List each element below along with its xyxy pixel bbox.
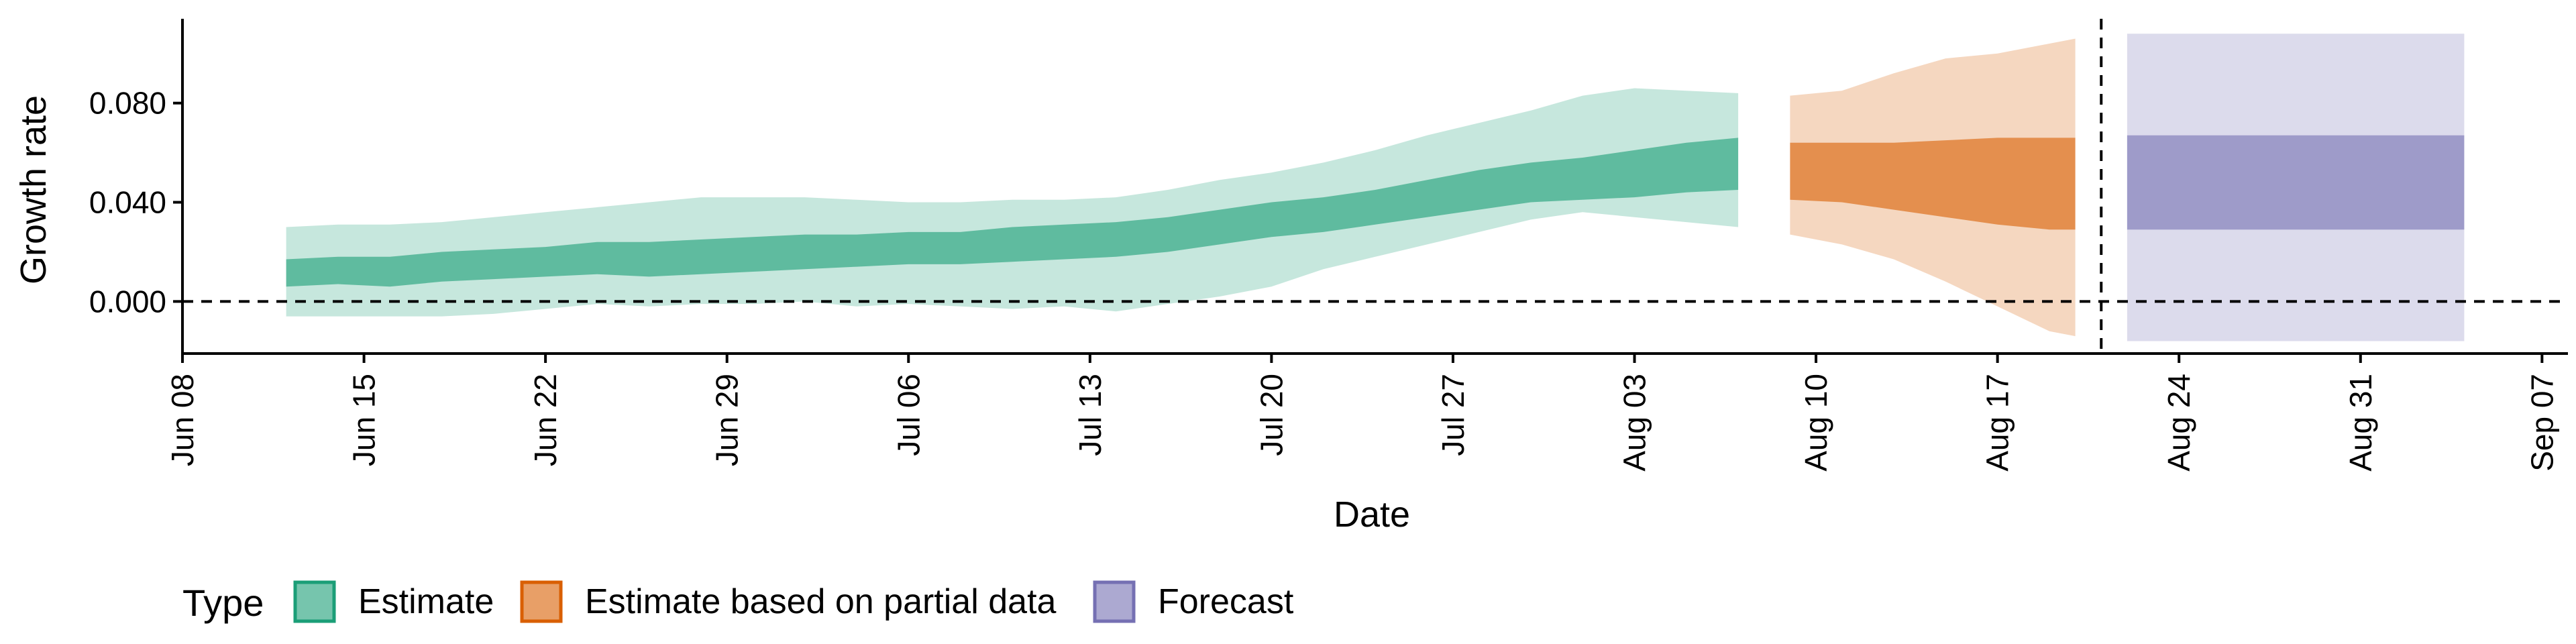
y-tick-label: 0.000	[89, 284, 166, 319]
x-tick-label: Jun 22	[528, 374, 563, 466]
y-axis-title: Growth rate	[13, 95, 54, 284]
estimate-based-on-partial-data-band-50	[1790, 138, 2076, 230]
estimate-band-50	[286, 138, 1739, 287]
legend-title: Type	[182, 582, 264, 624]
x-axis-title: Date	[1334, 494, 1410, 535]
x-tick-label: Aug 03	[1617, 374, 1652, 472]
legend-label: Estimate based on partial data	[585, 582, 1057, 621]
x-tick-label: Jun 08	[165, 374, 200, 466]
x-tick-label: Jul 27	[1436, 374, 1470, 456]
forecast-band-50	[2127, 135, 2465, 230]
x-tick-label: Jul 06	[891, 374, 926, 456]
axes: 0.000 0.040 0.080 Jun 08 Jun 15 Jun 22 Jun 29 J…	[89, 19, 2568, 472]
x-tick-label: Aug 31	[2343, 374, 2378, 472]
legend-swatch	[1093, 580, 1136, 623]
y-tick-label: 0.040	[89, 185, 166, 220]
x-tick-label: Jul 20	[1254, 374, 1289, 456]
x-tick-label: Aug 10	[1799, 374, 1833, 472]
x-tick-label: Sep 07	[2524, 374, 2559, 472]
legend-label: Estimate	[358, 582, 494, 621]
y-tick-label: 0.080	[89, 86, 166, 121]
x-tick-label: Jun 15	[347, 374, 382, 466]
series-bands	[286, 34, 2465, 341]
x-tick-label: Jun 29	[710, 374, 745, 466]
legend: Type Estimate Estimate based on partial d…	[182, 580, 1294, 624]
x-tick-label: Aug 24	[2161, 374, 2196, 472]
legend-swatch	[293, 580, 336, 623]
x-tick-label: Aug 17	[1980, 374, 2015, 472]
reference-lines	[182, 19, 2568, 354]
legend-swatch	[520, 580, 563, 623]
legend-label: Forecast	[1158, 582, 1294, 621]
x-tick-label: Jul 13	[1073, 374, 1108, 456]
